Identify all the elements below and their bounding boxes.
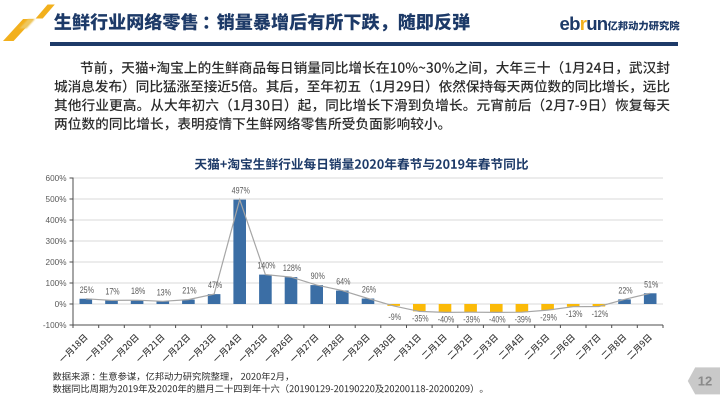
svg-text:64%: 64% <box>336 276 351 287</box>
svg-text:90%: 90% <box>311 270 326 281</box>
svg-text:-29%: -29% <box>540 311 557 322</box>
svg-text:13%: 13% <box>157 286 172 297</box>
svg-text:17%: 17% <box>105 285 120 296</box>
svg-text:128%: 128% <box>283 262 302 273</box>
svg-text:12: 12 <box>698 374 712 389</box>
svg-text:ebrun: ebrun <box>560 13 608 34</box>
svg-text:100%: 100% <box>46 279 67 288</box>
svg-text:400%: 400% <box>46 216 67 225</box>
svg-text:-12%: -12% <box>592 308 609 319</box>
svg-text:25%: 25% <box>80 284 95 295</box>
svg-text:-13%: -13% <box>566 308 583 319</box>
svg-text:497%: 497% <box>232 185 251 196</box>
svg-text:-9%: -9% <box>388 311 401 322</box>
svg-text:600%: 600% <box>46 174 67 183</box>
svg-text:140%: 140% <box>257 260 276 271</box>
svg-text:200%: 200% <box>46 258 67 267</box>
svg-text:0%: 0% <box>55 300 67 309</box>
svg-text:21%: 21% <box>182 285 197 296</box>
svg-text:-39%: -39% <box>463 313 480 324</box>
svg-text:-100%: -100% <box>43 321 67 330</box>
svg-text:18%: 18% <box>131 285 146 296</box>
svg-text:-40%: -40% <box>438 314 455 325</box>
svg-text:26%: 26% <box>362 283 377 294</box>
svg-text:-35%: -35% <box>412 313 429 324</box>
svg-text:51%: 51% <box>644 278 659 289</box>
svg-text:500%: 500% <box>46 195 67 204</box>
svg-text:-39%: -39% <box>515 313 532 324</box>
svg-text:47%: 47% <box>208 279 223 290</box>
svg-text:22%: 22% <box>618 284 633 295</box>
svg-text:300%: 300% <box>46 237 67 246</box>
svg-text:-40%: -40% <box>489 314 506 325</box>
